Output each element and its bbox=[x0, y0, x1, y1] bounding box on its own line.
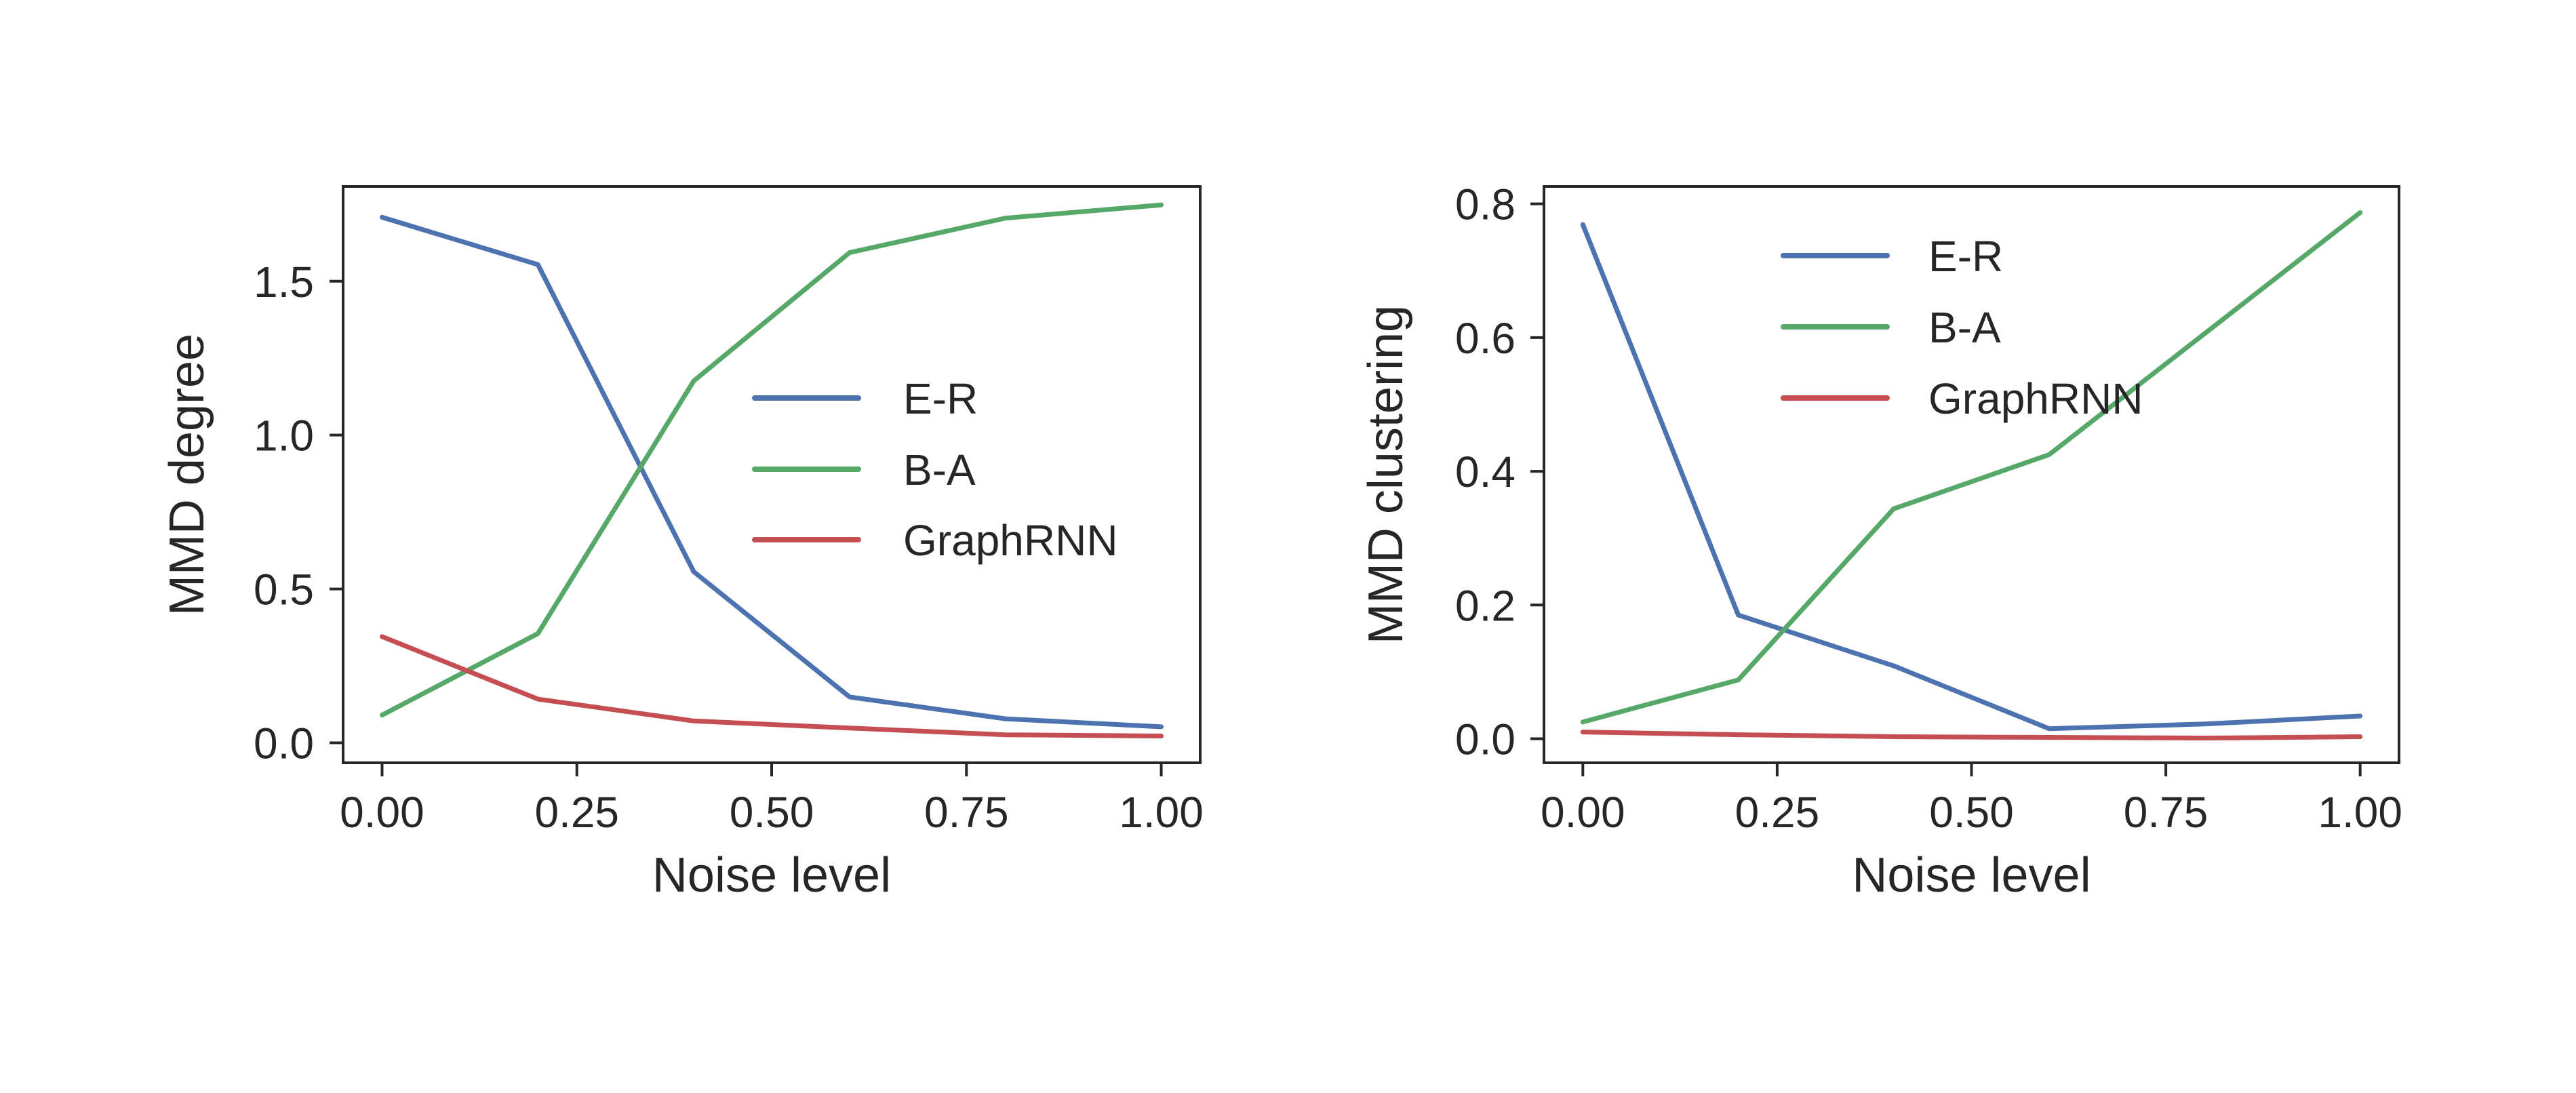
legend-label: B-A bbox=[1928, 303, 2001, 352]
x-tick-label: 0.00 bbox=[1541, 788, 1625, 837]
x-axis-label: Noise level bbox=[1852, 848, 2090, 902]
y-tick-label: 0.8 bbox=[1455, 180, 1515, 229]
chart-panel-1: 0.00 0.25 0.50 0.75 1.00 0.0 0.5 1.0 1.5 E-R B-A Gr… bbox=[160, 185, 1204, 902]
x-axis-label: Noise level bbox=[652, 848, 891, 902]
chart-panel-2: 0.00 0.25 0.50 0.75 1.00 0.0 0.2 0.4 0.6 0.8 E-R B-… bbox=[1359, 180, 2402, 902]
y-tick-label: 0.0 bbox=[254, 719, 314, 768]
legend-label: GraphRNN bbox=[1928, 374, 2143, 423]
y-tick-label: 0.2 bbox=[1455, 581, 1515, 630]
x-tick-label: 0.25 bbox=[534, 788, 619, 837]
x-tick-label: 1.00 bbox=[1119, 788, 1204, 837]
y-axis-label: MMD degree bbox=[160, 334, 214, 616]
x-tick-label: 0.50 bbox=[1929, 788, 2014, 837]
y-tick-label: 0.0 bbox=[1455, 715, 1515, 764]
x-tick-label: 0.50 bbox=[730, 788, 814, 837]
x-tick-label: 0.00 bbox=[340, 788, 424, 837]
series-line-graphrnn bbox=[1580, 730, 2363, 741]
x-tick-label: 0.25 bbox=[1735, 788, 1820, 837]
series-line-graphrnn bbox=[379, 634, 1164, 739]
legend-label: GraphRNN bbox=[903, 516, 1118, 565]
axes-frame bbox=[1543, 185, 2400, 764]
y-axis-label: MMD clustering bbox=[1359, 305, 1413, 644]
series-line-e-r bbox=[379, 214, 1164, 730]
legend-label: E-R bbox=[903, 374, 978, 423]
series-line-e-r bbox=[1580, 222, 2363, 732]
x-tick-label: 0.75 bbox=[924, 788, 1009, 837]
y-tick-label: 1.0 bbox=[254, 412, 314, 460]
y-tick-label: 0.4 bbox=[1455, 448, 1515, 496]
y-tick-label: 0.5 bbox=[254, 565, 314, 614]
series-line-b-a bbox=[379, 202, 1164, 718]
y-tick-label: 1.5 bbox=[254, 258, 314, 306]
y-tick-label: 0.6 bbox=[1455, 314, 1515, 363]
series-line-b-a bbox=[1580, 210, 2363, 725]
axes-frame bbox=[342, 185, 1202, 764]
x-tick-label: 1.00 bbox=[2318, 788, 2402, 837]
legend-label: B-A bbox=[903, 445, 976, 494]
x-tick-label: 0.75 bbox=[2124, 788, 2208, 837]
legend-label: E-R bbox=[1928, 232, 2003, 281]
